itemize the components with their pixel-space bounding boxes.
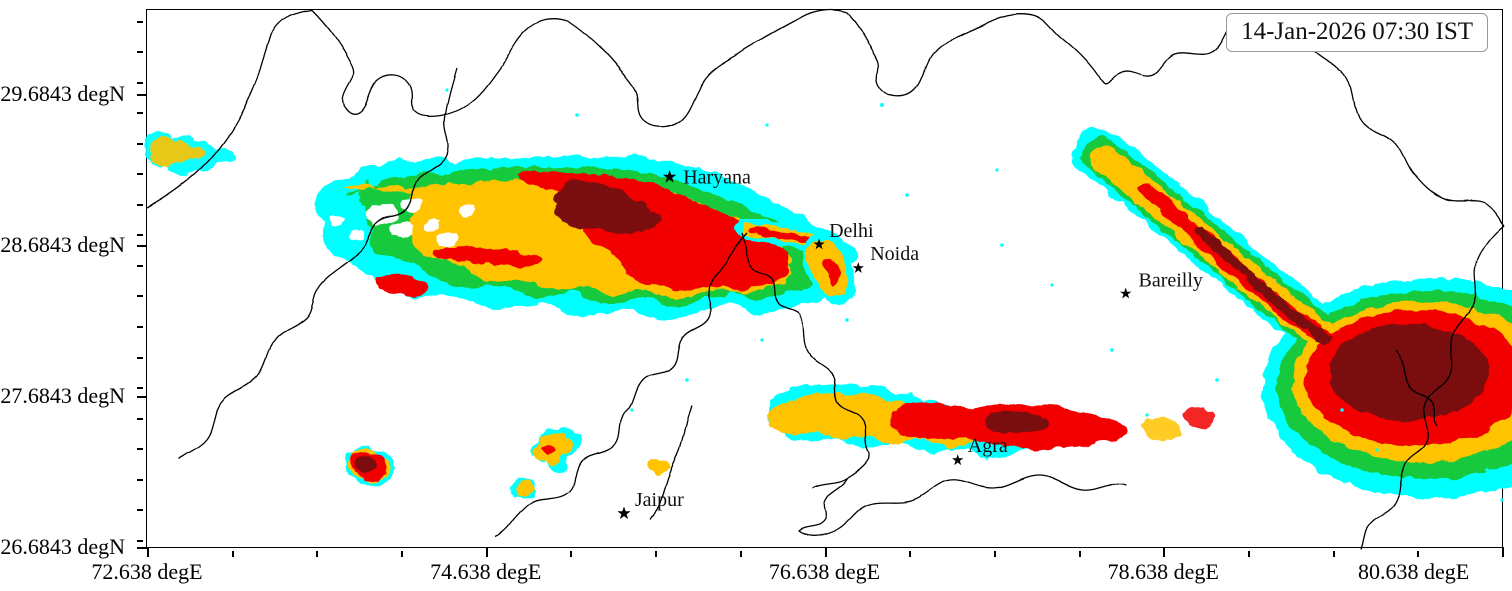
svg-text:Agra: Agra bbox=[968, 435, 1008, 457]
svg-text:Bareilly: Bareilly bbox=[1139, 269, 1203, 291]
svg-text:Noida: Noida bbox=[870, 243, 919, 265]
svg-text:Delhi: Delhi bbox=[829, 220, 874, 242]
svg-text:Jaipur: Jaipur bbox=[635, 489, 684, 511]
svg-text:Haryana: Haryana bbox=[683, 166, 751, 188]
